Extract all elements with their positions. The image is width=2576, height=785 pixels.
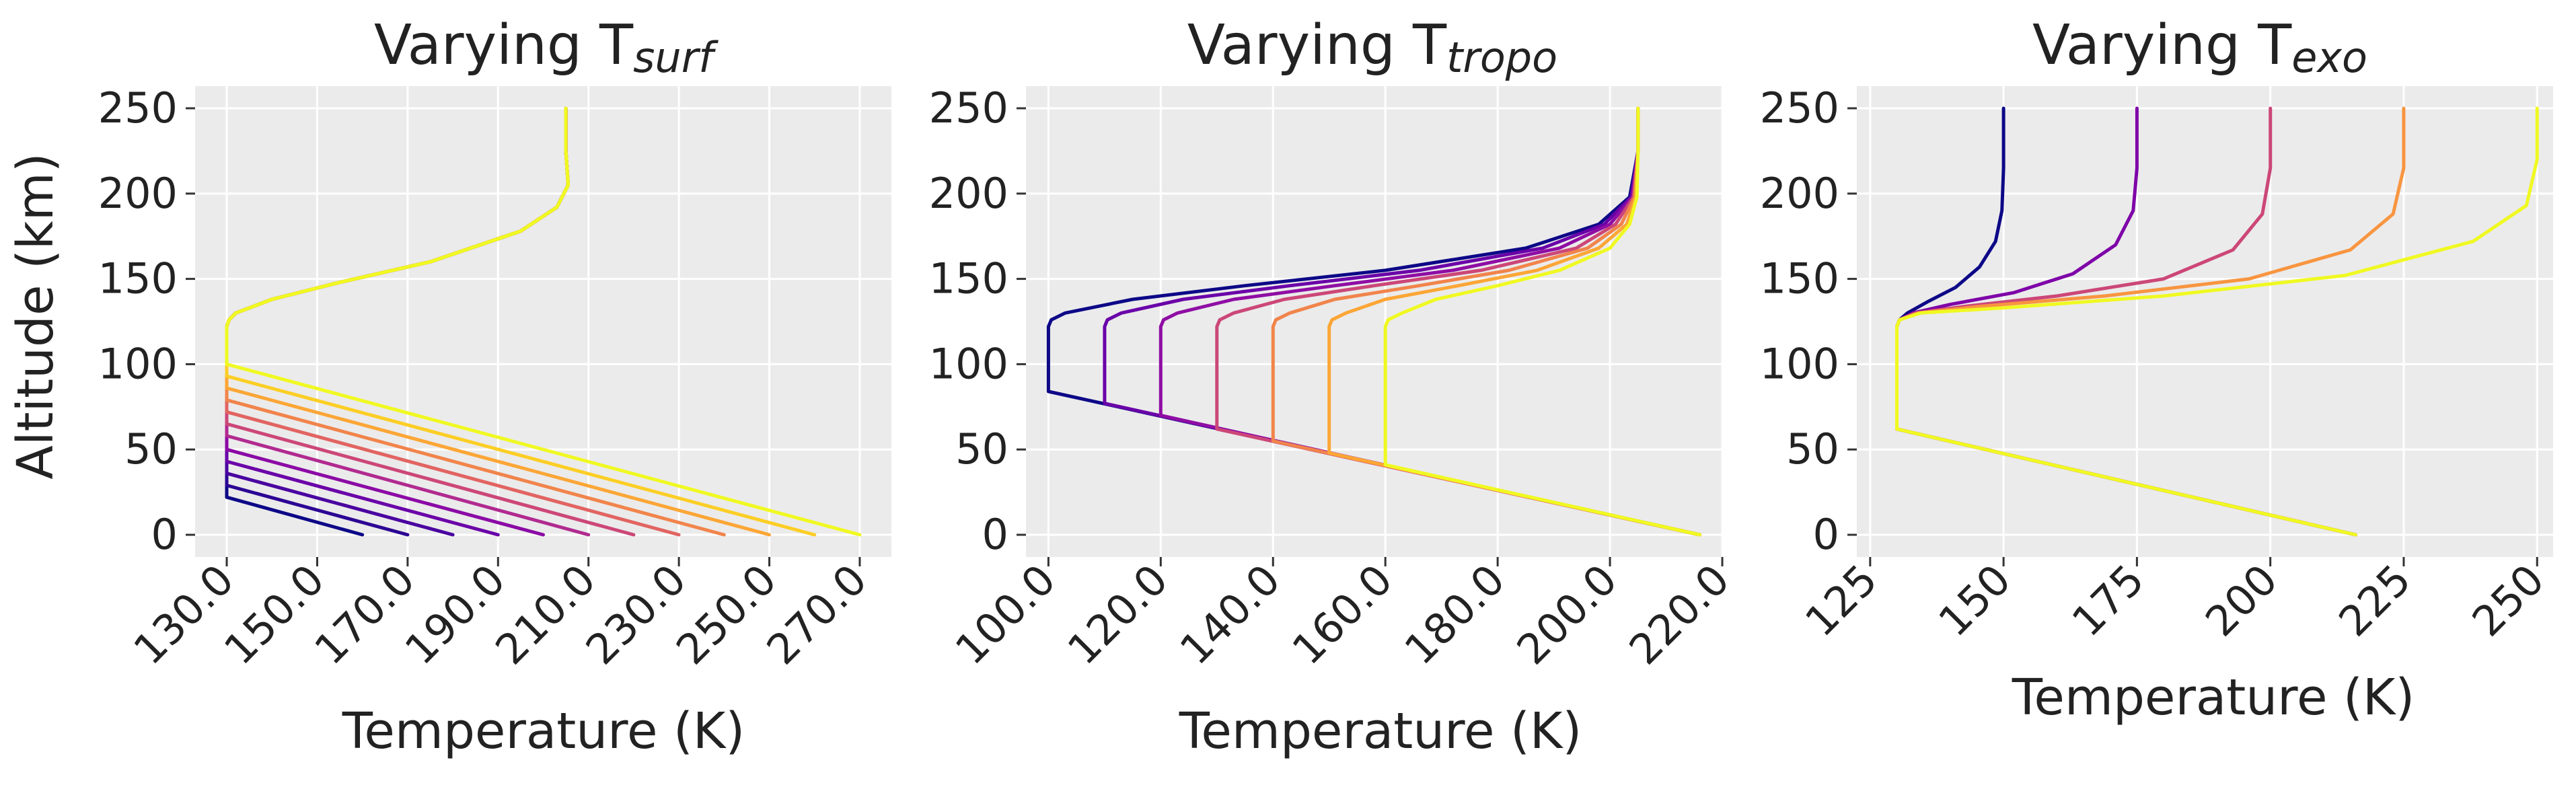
x-axis-label: Temperature (K) bbox=[1179, 702, 1582, 760]
series-line-7 bbox=[1383, 106, 1702, 537]
x-tick-label: 190.0 bbox=[396, 555, 515, 674]
x-tick-label: 180.0 bbox=[1395, 555, 1514, 674]
x-tick-label: 160.0 bbox=[1283, 555, 1402, 674]
x-tick-label: 140.0 bbox=[1171, 555, 1290, 674]
y-tick-label: 250 bbox=[98, 83, 178, 133]
series-line-12 bbox=[225, 106, 862, 537]
series-line-5 bbox=[1895, 106, 2539, 537]
x-tick-label: 200 bbox=[2196, 555, 2287, 646]
y-tick-label: 100 bbox=[1760, 339, 1839, 388]
y-tick-label: 0 bbox=[151, 510, 178, 559]
x-tick-label: 250 bbox=[2463, 555, 2554, 646]
plot-area: 125 150 175 200 225 250 0 50 100 150 200 250 bbox=[1760, 83, 2554, 646]
x-tick-label: 250.0 bbox=[667, 555, 786, 674]
x-tick-label: 100.0 bbox=[946, 555, 1065, 674]
y-tick-label: 100 bbox=[98, 339, 178, 388]
axes-background bbox=[1857, 86, 2553, 557]
x-tick-label: 150.0 bbox=[215, 555, 334, 674]
y-tick-label: 250 bbox=[1760, 83, 1839, 133]
y-tick-label: 150 bbox=[1760, 254, 1839, 303]
axes-background bbox=[1026, 86, 1722, 557]
x-tick-label: 130.0 bbox=[124, 555, 244, 674]
y-axis-label: Altitude (km) bbox=[7, 153, 65, 479]
plot-area: 130.0150.0170.0190.0210.0230.0250.0270.0… bbox=[98, 83, 891, 674]
y-tick-label: 150 bbox=[929, 254, 1008, 303]
panel-title: Varying Tsurf bbox=[374, 13, 719, 82]
x-tick-label: 230.0 bbox=[577, 555, 696, 674]
y-tick-label: 150 bbox=[98, 254, 178, 303]
x-tick-label: 125 bbox=[1796, 555, 1886, 646]
y-tick-label: 200 bbox=[929, 169, 1008, 218]
panel-varying-tsurf: 130.0150.0170.0190.0210.0230.0250.0270.0… bbox=[7, 13, 891, 760]
x-axis-label: Temperature (K) bbox=[342, 702, 745, 760]
x-axis-label: Temperature (K) bbox=[2012, 669, 2415, 726]
axes-background bbox=[195, 86, 891, 557]
y-tick-label: 0 bbox=[982, 510, 1008, 559]
panel-varying-texo: 125 150 175 200 225 250 0 50 100 150 200 250 Varyin… bbox=[1760, 13, 2554, 726]
x-tick-label: 225 bbox=[2329, 555, 2420, 646]
x-tick-label: 200.0 bbox=[1508, 555, 1627, 674]
series-group bbox=[225, 106, 862, 537]
series-group bbox=[1895, 106, 2539, 537]
series-group bbox=[1046, 106, 1702, 537]
y-tick-label: 200 bbox=[1760, 169, 1839, 218]
y-tick-label: 250 bbox=[929, 83, 1008, 133]
y-tick-label: 50 bbox=[1786, 424, 1839, 474]
y-tick-label: 100 bbox=[929, 339, 1008, 388]
x-tick-label: 150 bbox=[1929, 555, 2020, 646]
x-tick-label: 220.0 bbox=[1619, 555, 1738, 674]
y-tick-label: 50 bbox=[124, 424, 178, 474]
x-tick-label: 170.0 bbox=[305, 555, 424, 674]
y-tick-label: 0 bbox=[1813, 510, 1839, 559]
x-tick-label: 270.0 bbox=[757, 555, 876, 674]
x-tick-label: 210.0 bbox=[486, 555, 605, 674]
x-tick-label: 120.0 bbox=[1058, 555, 1177, 674]
panel-title: Varying Ttropo bbox=[1187, 13, 1557, 82]
panel-title: Varying Texo bbox=[2032, 13, 2367, 82]
y-tick-label: 50 bbox=[955, 424, 1008, 474]
y-tick-label: 200 bbox=[98, 169, 178, 218]
x-tick-label: 175 bbox=[2063, 555, 2154, 646]
